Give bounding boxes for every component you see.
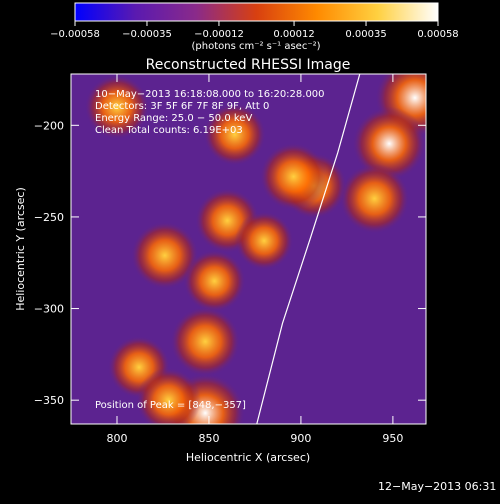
colorbar-tick-label: −0.00012: [194, 29, 244, 40]
y-tick-label: −300: [34, 303, 64, 316]
colorbar-ticks: −0.00058 −0.00035 −0.00012 0.00012 0.00035 0.…: [50, 21, 459, 40]
hot-spot: [234, 211, 294, 271]
heatmap-blobs: [84, 74, 426, 424]
plot-frame: [70, 73, 427, 425]
peak-position-label: Position of Peak = [848,−357]: [95, 400, 246, 411]
colorbar-units: (photons cm⁻² s⁻¹ asec⁻²): [191, 41, 320, 52]
hot-spot: [203, 103, 266, 166]
colorbar-frame: [74, 2, 439, 22]
colorbar-tick-label: 0.00058: [417, 29, 458, 40]
annotation-line: Energy Range: 25.0 − 50.0 keV: [95, 113, 252, 124]
colorbar: [75, 3, 438, 21]
annotation-line: Detectors: 3F 5F 6F 7F 8F 9F, Att 0: [95, 101, 269, 112]
x-tick-label: 850: [198, 432, 219, 445]
x-axis-ticks: 800 850 900 950: [106, 74, 403, 445]
y-axis-ticks: −350 −300 −250 −200: [34, 119, 426, 407]
y-tick-label: −250: [34, 211, 64, 224]
solar-limb-curve: [256, 74, 361, 424]
observation-annotations: 10−May−2013 16:18:08.000 to 16:20:28.000…: [95, 89, 325, 136]
hot-spot: [339, 163, 410, 234]
hot-spot: [259, 142, 328, 211]
x-tick-label: 900: [290, 432, 311, 445]
hot-spot: [183, 249, 246, 313]
x-tick-label: 950: [382, 432, 403, 445]
footer-date: 12−May−2013 06:31: [378, 480, 497, 493]
x-axis-label: Heliocentric X (arcsec): [186, 451, 310, 464]
hot-spot: [170, 306, 241, 377]
y-tick-label: −350: [34, 394, 64, 407]
colorbar-tick-label: 0.00035: [345, 29, 386, 40]
chart-title: Reconstructed RHESSI Image: [146, 57, 351, 73]
annotation-line: 10−May−2013 16:18:08.000 to 16:20:28.000: [95, 89, 325, 100]
hot-spot: [130, 221, 199, 290]
y-axis-label: Heliocentric Y (arcsec): [14, 187, 27, 311]
colorbar-tick-label: −0.00035: [122, 29, 172, 40]
heatmap-image: [84, 74, 426, 424]
hot-spot: [136, 367, 201, 424]
x-tick-label: 800: [106, 432, 127, 445]
colorbar-tick-label: 0.00012: [273, 29, 314, 40]
hot-spot: [352, 106, 426, 181]
y-tick-label: −200: [34, 119, 64, 132]
annotation-line: Clean Total counts: 6.19E+03: [95, 125, 243, 136]
colorbar-tick-label: −0.00058: [50, 29, 100, 40]
hot-spot: [84, 74, 150, 140]
